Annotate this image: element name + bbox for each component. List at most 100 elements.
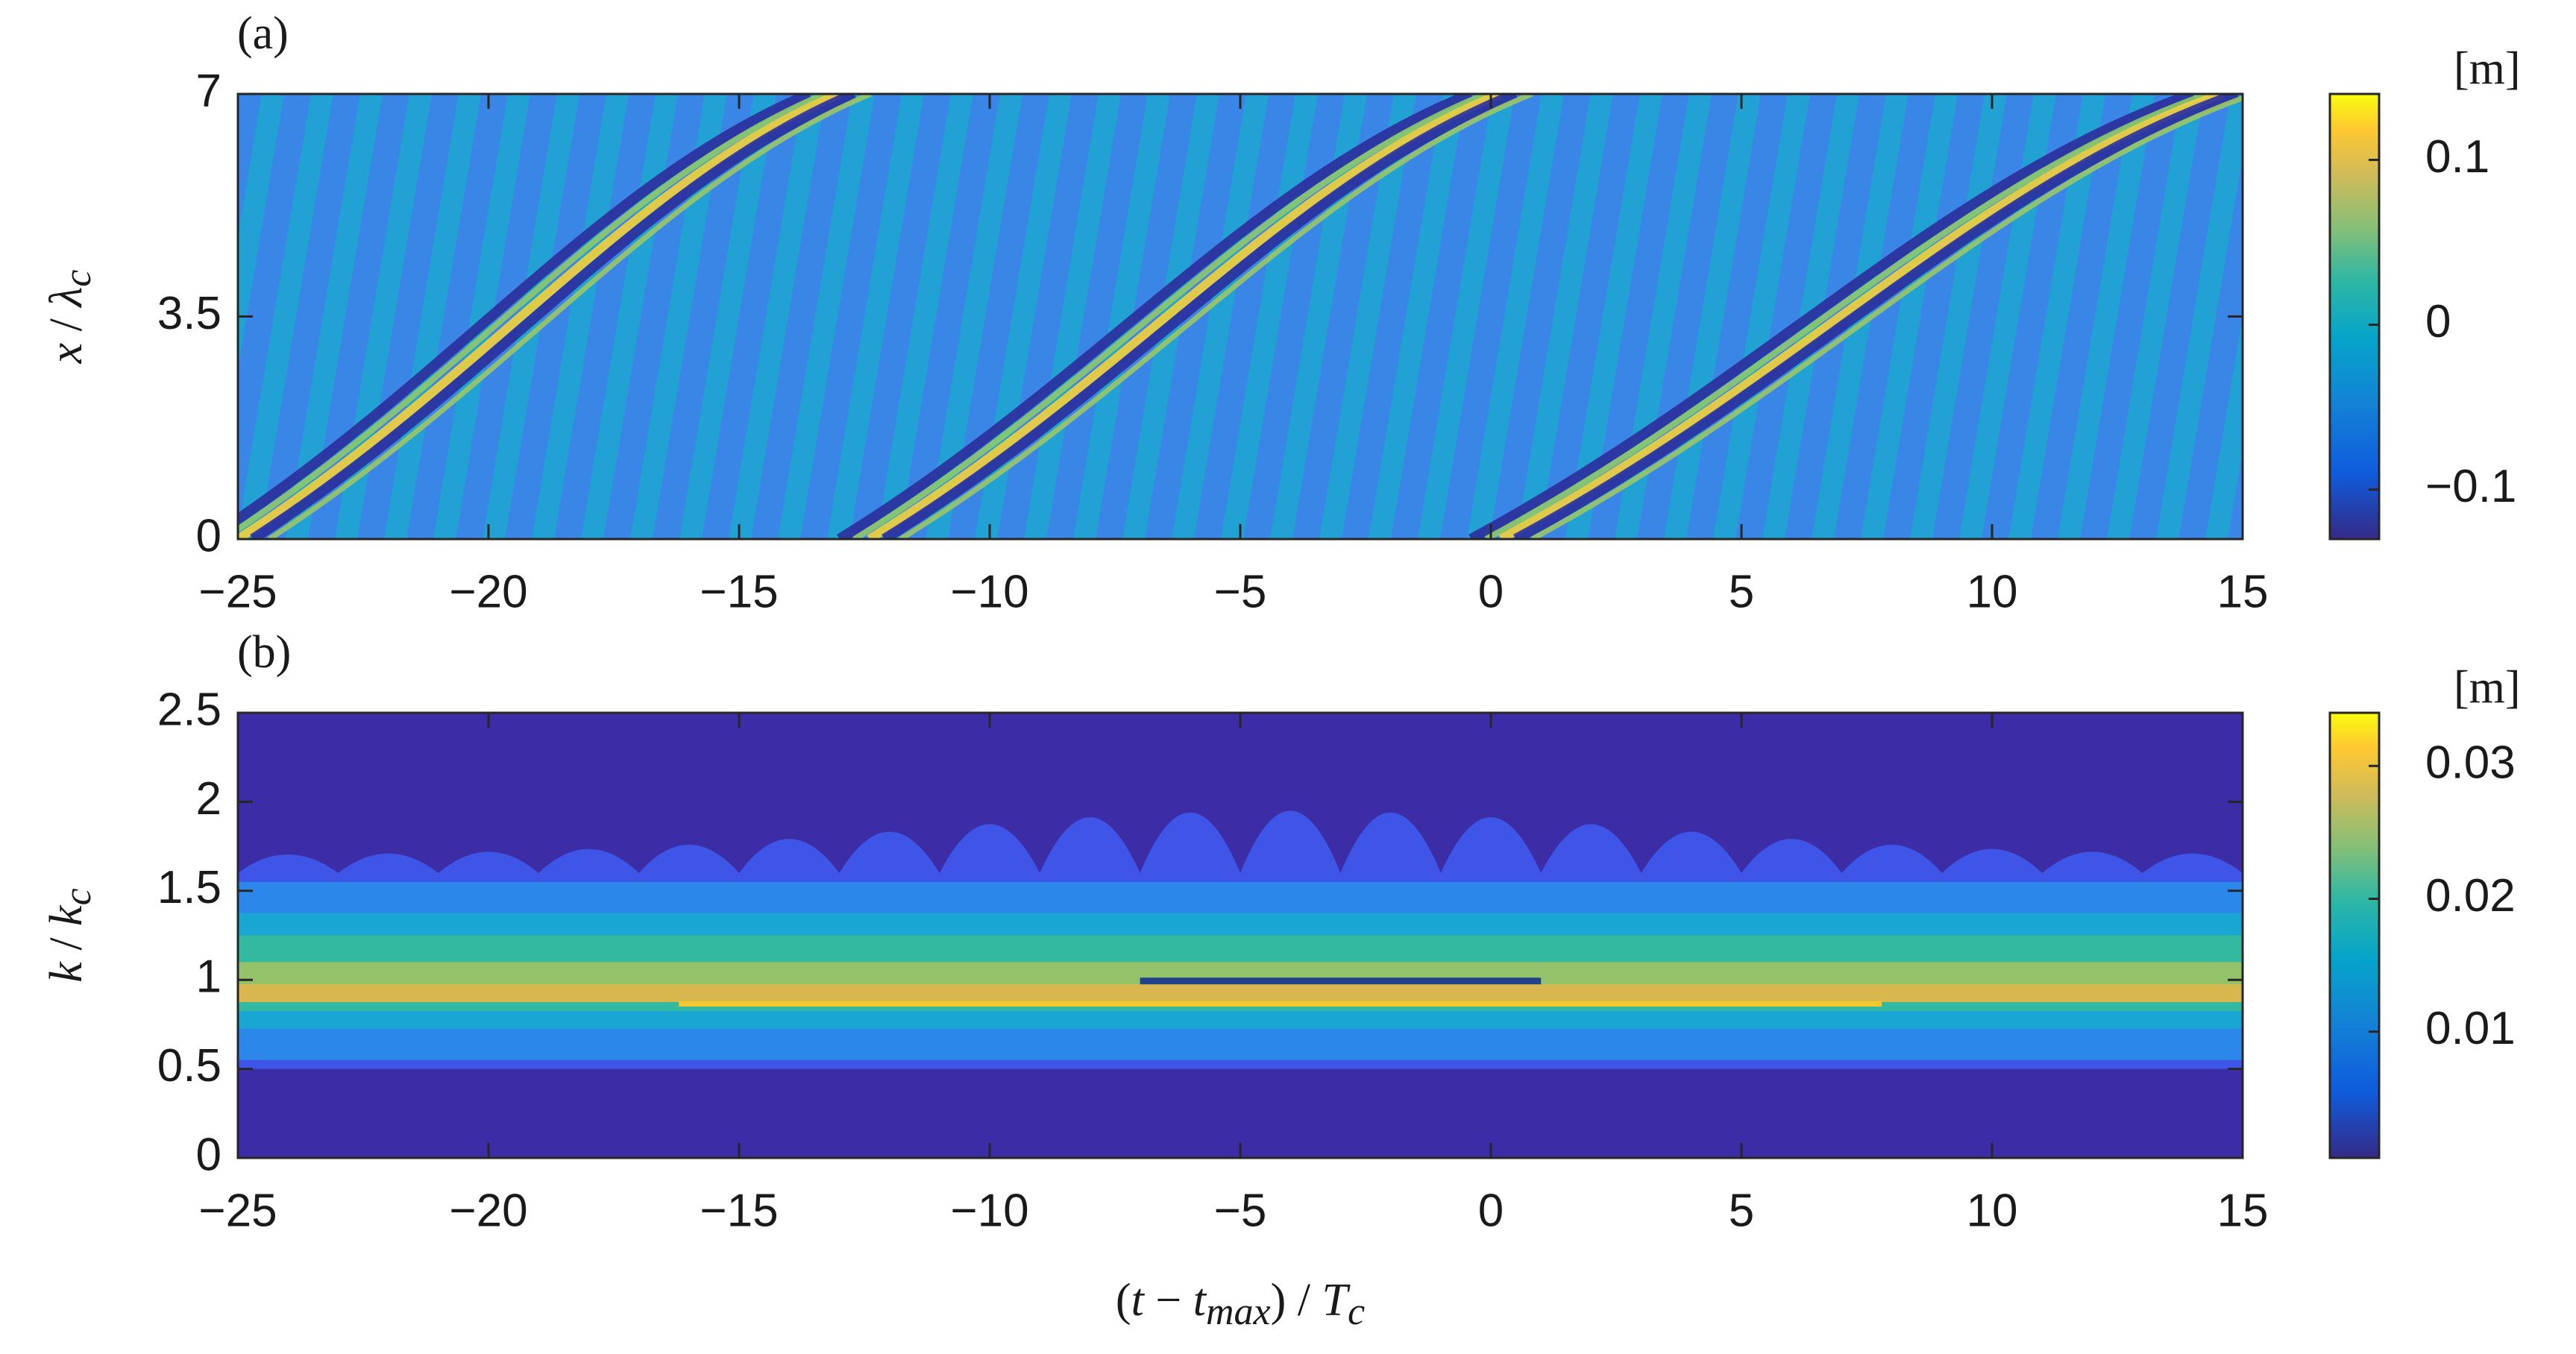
x-tick-label: 15	[2217, 1185, 2269, 1236]
colorbar	[2328, 711, 2381, 1159]
wave-packet	[1530, 95, 2243, 539]
x-tick-label: −15	[700, 1185, 778, 1236]
field-stripe	[2107, 94, 2204, 539]
field-stripe	[1319, 94, 1416, 539]
x-tick-label: −10	[950, 1185, 1028, 1236]
x-axis-label-part: −	[1144, 1275, 1193, 1326]
y-axis-label-part: λ	[41, 287, 92, 309]
y-tick-label: 0	[196, 510, 222, 561]
band	[238, 984, 2243, 1003]
field-stripe	[2205, 316, 2243, 539]
wave-packet	[1468, 94, 2195, 539]
band	[1140, 977, 1542, 985]
y-tick-label: 1	[196, 951, 222, 1003]
y-tick-label: 2.5	[157, 684, 222, 735]
x-tick-label: 0	[1478, 566, 1504, 617]
y-axis-label-part: c	[57, 270, 99, 287]
x-tick-label: −25	[198, 566, 277, 617]
x-tick-label: 10	[1967, 566, 2018, 617]
panel-label: (b)	[237, 627, 291, 678]
y-axis-label: x / λc	[41, 270, 99, 365]
x-tick-label: 10	[1967, 1185, 2018, 1236]
panel-label: (a)	[237, 8, 289, 59]
x-axis-label-part: T	[1322, 1275, 1351, 1326]
x-tick-label: −10	[950, 566, 1028, 617]
colorbar-tick-label: 0.01	[2425, 1003, 2516, 1054]
y-axis-label-part: /	[41, 926, 92, 962]
x-tick-label: −20	[449, 1185, 527, 1236]
field-stripe	[2008, 94, 2105, 539]
y-axis-label: k / kc	[41, 888, 99, 982]
x-axis-label-part: max	[1206, 1291, 1271, 1333]
wave-packet	[250, 94, 857, 539]
x-axis-label-part: ) /	[1271, 1275, 1322, 1326]
x-axis-label-part: t	[1193, 1275, 1207, 1326]
y-axis-label-part: k	[41, 961, 92, 983]
wave-packet	[1513, 94, 2240, 539]
wave-packet	[852, 94, 1487, 539]
field-stripe	[679, 94, 776, 539]
field-stripe	[778, 94, 875, 539]
x-tick-label: −15	[700, 566, 778, 617]
plot-area	[238, 94, 2243, 539]
y-axis-label-part: c	[57, 888, 99, 905]
y-tick-label: 7	[196, 65, 222, 116]
field-stripe	[729, 94, 826, 539]
x-tick-label: 5	[1729, 1185, 1754, 1236]
wave-packet	[867, 94, 1503, 539]
x-tick-label: −5	[1214, 566, 1267, 617]
field-stripe	[1516, 94, 1613, 539]
wave-packet	[837, 94, 1474, 539]
y-axis-label-part: k	[41, 904, 92, 926]
x-tick-label: 5	[1729, 566, 1754, 617]
x-axis-label-part: t	[1131, 1275, 1146, 1326]
x-axis-label-part: (	[1116, 1275, 1131, 1326]
x-tick-label: −20	[449, 566, 527, 617]
field-stripe	[1861, 94, 1958, 539]
colorbar-tick-label: 0.1	[2425, 131, 2489, 183]
colorbar-tick-label: 0.02	[2425, 870, 2516, 922]
y-tick-label: 3.5	[157, 288, 222, 339]
field-stripe	[532, 94, 629, 539]
y-tick-label: 1.5	[157, 862, 222, 913]
field-stripe	[630, 94, 727, 539]
x-axis-label: (t − tmax) / Tc	[1116, 1275, 1365, 1333]
colorbar-tick-label: 0.03	[2425, 737, 2516, 789]
field-stripe	[1073, 94, 1170, 539]
wave-packet	[268, 94, 872, 539]
y-axis-label-part: x	[41, 342, 92, 364]
field-stripe	[926, 94, 1022, 539]
field-stripe	[238, 94, 333, 539]
plot-area	[238, 713, 2243, 1158]
colorbar	[2328, 92, 2381, 541]
x-tick-label: −5	[1214, 1185, 1267, 1236]
colorbar-tick-label: −0.1	[2425, 461, 2516, 512]
y-tick-label: 0	[196, 1129, 222, 1180]
field-stripe	[1369, 94, 1466, 539]
wave-packet	[238, 94, 826, 533]
wave-packet	[1484, 94, 2209, 539]
wave-packet	[899, 94, 1533, 539]
field-stripe	[1565, 94, 1662, 539]
y-tick-label: 0.5	[157, 1040, 222, 1092]
wave-packet	[882, 94, 1518, 539]
y-axis-label-part: /	[41, 307, 92, 343]
y-tick-label: 2	[196, 773, 222, 825]
field-stripe	[2058, 94, 2155, 539]
x-tick-label: 15	[2217, 566, 2269, 617]
field-stripe	[2156, 94, 2243, 539]
field-stripe	[238, 94, 284, 371]
wave-packet	[238, 94, 841, 539]
field-stripe	[286, 94, 383, 539]
field-stripe	[433, 94, 530, 539]
colorbar-label: [m]	[2454, 662, 2521, 713]
colorbar-tick-label: 0	[2425, 296, 2451, 347]
wave-packet	[1498, 94, 2225, 539]
x-tick-label: 0	[1478, 1185, 1504, 1236]
field-stripe	[1713, 94, 1810, 539]
colorbar-label: [m]	[2454, 43, 2521, 94]
band	[679, 1001, 1882, 1007]
field-stripe	[1615, 94, 1712, 539]
field-stripe	[876, 94, 973, 539]
